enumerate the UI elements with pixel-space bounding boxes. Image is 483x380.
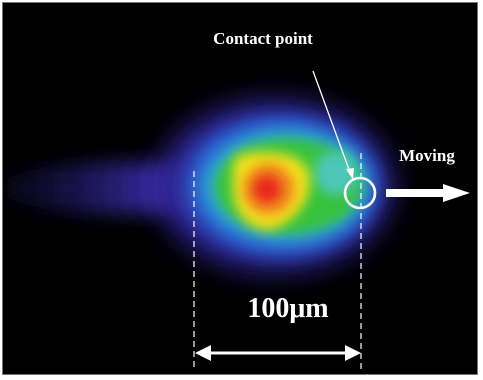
heat-spot <box>3 100 393 272</box>
moving-arrow-icon <box>386 184 470 202</box>
contact-point-marker <box>343 176 377 210</box>
contact-point-leader <box>312 70 352 176</box>
moving-label: Moving <box>399 146 455 165</box>
thermal-image-canvas: Contact point Moving 100μm <box>3 29 470 371</box>
thermal-image-figure: Contact point Moving 100μm <box>2 2 478 375</box>
heat-hot-core <box>253 175 281 203</box>
scale-bar-arrow <box>195 345 361 361</box>
contact-point-leader-arrowhead <box>346 168 354 180</box>
contact-point-label: Contact point <box>213 29 313 48</box>
scale-label: 100μm <box>247 293 328 324</box>
